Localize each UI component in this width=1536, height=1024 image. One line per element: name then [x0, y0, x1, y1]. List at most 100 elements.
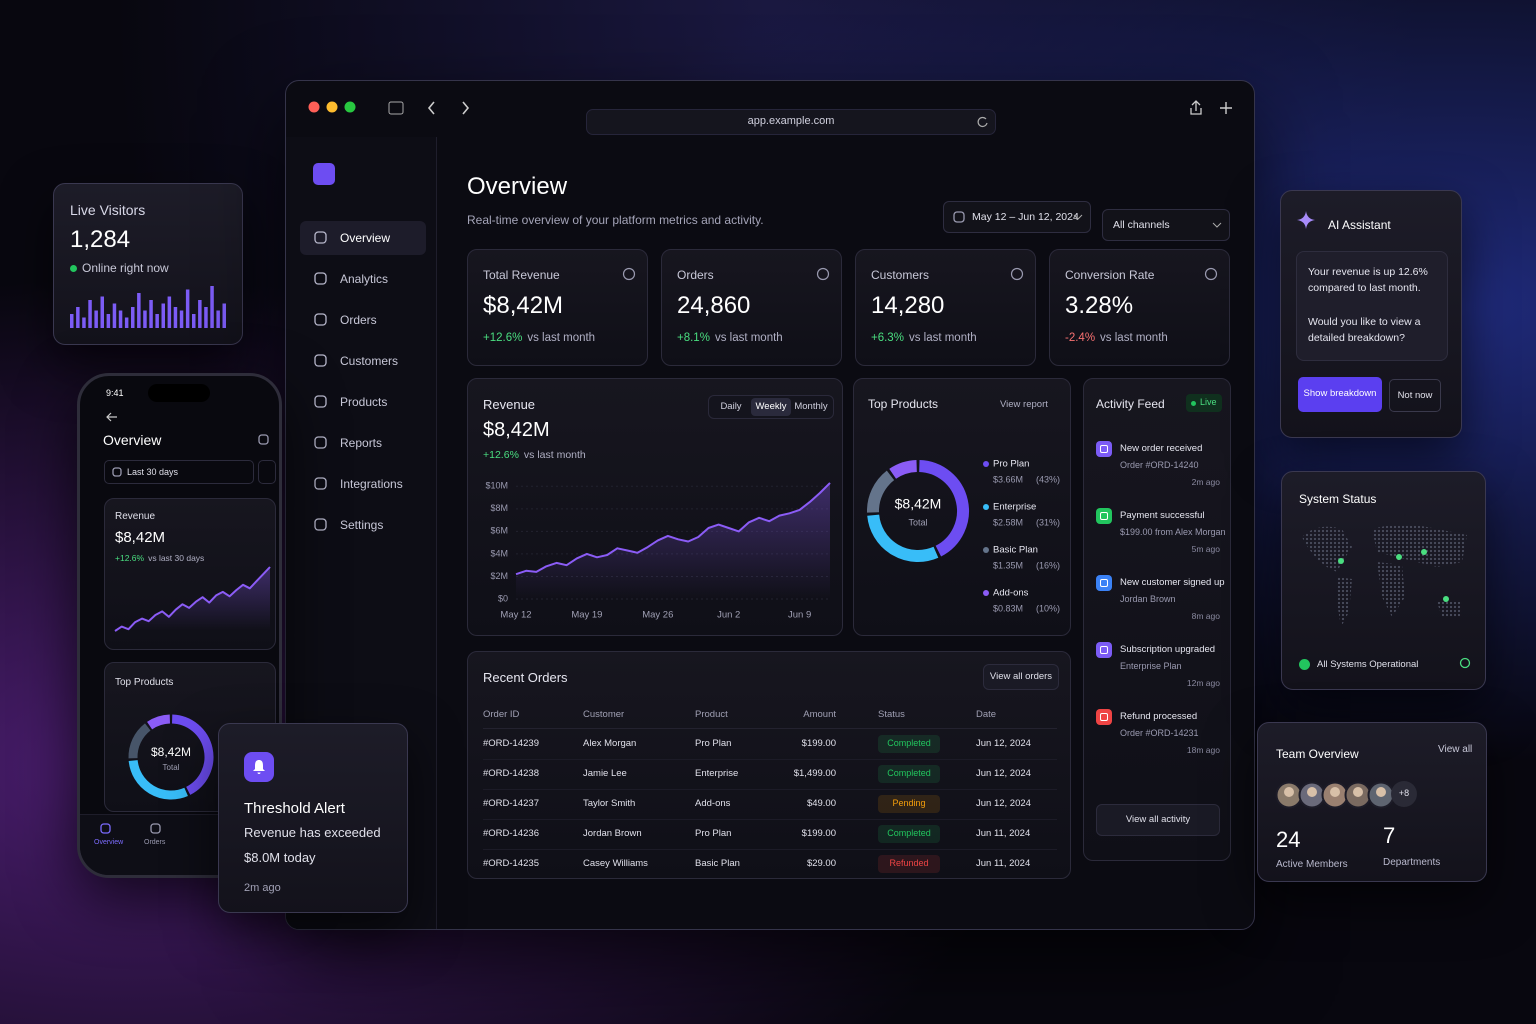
address-bar[interactable]: app.example.com: [586, 109, 996, 135]
bell: [253, 760, 265, 774]
kpi-change-row: +12.6% vs last month: [483, 332, 595, 344]
activity-icon: [1096, 642, 1112, 658]
kpi-change-row: -2.4% vs last month: [1065, 332, 1168, 344]
legend-dot: [983, 461, 989, 467]
legend-label: Pro Plan: [993, 459, 1029, 470]
ai-assistant: AI Assistant Your revenue is up 12.6% com…: [1280, 190, 1462, 438]
nav-item[interactable]: Customers: [300, 344, 426, 378]
donut-segment: [918, 460, 969, 557]
period-tab[interactable]: Weekly: [751, 398, 791, 416]
bar: [100, 296, 104, 328]
icon: [314, 231, 327, 244]
icon-shape: [1010, 267, 1024, 281]
donut-segment: [889, 460, 918, 479]
avatars: [1275, 781, 1395, 809]
tab-label[interactable]: Overview: [94, 839, 124, 846]
nav-item[interactable]: Orders: [300, 303, 426, 337]
status-badge: Pending: [878, 795, 940, 813]
bar: [70, 314, 74, 328]
view-orders-button[interactable]: View all orders: [983, 664, 1059, 690]
table-cell: Casey Williams: [583, 858, 648, 869]
date-picker[interactable]: May 12 – Jun 12, 2024: [943, 201, 1091, 233]
icon: [112, 467, 122, 477]
secondary-button[interactable]: Not now: [1389, 379, 1441, 412]
table-cell: $49.00: [806, 798, 836, 809]
message-bubble: Your revenue is up 12.6% compared to las…: [1296, 251, 1448, 361]
logo: [313, 163, 335, 185]
period-tab[interactable]: Monthly: [794, 401, 828, 412]
avatar-face: [1284, 787, 1294, 797]
channel-select[interactable]: All channels: [1102, 209, 1230, 241]
donut-segment: [128, 759, 188, 800]
nav-item[interactable]: Integrations: [300, 467, 426, 501]
kpi-change: -2.4%: [1065, 332, 1096, 344]
status-dot: [70, 265, 77, 272]
table-cell: Taylor Smith: [583, 798, 636, 809]
icon: [953, 211, 965, 223]
activity-time: 2m ago: [1191, 477, 1220, 487]
more-avatars: +8: [1391, 781, 1417, 807]
avatar-face: [1376, 787, 1386, 797]
kpi-icon: [1010, 267, 1024, 281]
nav-label: Orders: [340, 313, 377, 327]
bar: [88, 300, 92, 328]
icon-shape: [314, 477, 327, 490]
revenue-plot: $0 $2M $4M $6M $8M $10M May 12 May 19 May 26 Jun …: [485, 481, 831, 621]
activity-time: 18m ago: [1186, 745, 1220, 755]
window-control: [326, 101, 338, 113]
threshold-alert: Threshold Alert Revenue has exceeded $8.0M…: [218, 723, 408, 913]
continent: [1302, 526, 1352, 572]
icon-glyph: [1100, 445, 1108, 453]
donut-center-label: Total: [163, 763, 180, 772]
nav-label: Analytics: [340, 272, 389, 286]
bar: [112, 303, 117, 328]
card-title: Activity Feed: [1096, 397, 1165, 411]
server-marker: [1421, 549, 1427, 555]
nav-item[interactable]: Overview: [300, 221, 426, 255]
bar: [161, 303, 165, 328]
view-report-link[interactable]: View report: [1000, 399, 1048, 410]
donut-segment: [147, 714, 171, 730]
icon-glyph: [1100, 713, 1108, 721]
change-note: vs last 30 days: [148, 553, 205, 563]
icon: [314, 313, 327, 326]
activity-title: Subscription upgraded: [1120, 644, 1216, 655]
table-cell: Jun 12, 2024: [976, 738, 1031, 749]
chevron-shape: [1212, 222, 1222, 228]
nav-item[interactable]: Analytics: [300, 262, 426, 296]
line: [114, 566, 271, 632]
icon-shape: [100, 823, 111, 834]
divider: [483, 819, 1057, 820]
activity-icon: [1096, 709, 1112, 725]
date-range: May 12 – Jun 12, 2024: [972, 211, 1079, 223]
nav-item[interactable]: Products: [300, 385, 426, 419]
bar: [179, 310, 184, 328]
period-tab[interactable]: Daily: [720, 401, 742, 412]
y-tick-label: $0: [498, 593, 508, 603]
range-toggle[interactable]: [258, 460, 276, 484]
continent: [1372, 524, 1467, 567]
activity-title: Payment successful: [1120, 510, 1205, 521]
table-cell: Basic Plan: [695, 858, 740, 869]
arrow: [106, 412, 117, 422]
primary-button[interactable]: Show breakdown: [1298, 377, 1382, 412]
sidebar-toggle: [388, 101, 404, 115]
range-select[interactable]: Last 30 days: [104, 460, 254, 484]
y-tick-label: $6M: [490, 526, 508, 536]
view-all-link[interactable]: View all: [1438, 744, 1473, 755]
window-control: [344, 101, 356, 113]
kpi-value: $8,42M: [483, 292, 564, 319]
kpi-value: 24,860: [677, 292, 751, 319]
legend-amount: $0.83M: [993, 603, 1023, 613]
tab-label[interactable]: Orders: [144, 839, 166, 846]
status-badge: Completed: [878, 825, 940, 843]
reload: [977, 116, 988, 127]
message-text: Would you like to view a detailed breakd…: [1308, 316, 1421, 344]
column-header: Date: [976, 709, 997, 720]
nav-item[interactable]: Reports: [300, 426, 426, 460]
browser-window: app.example.com Overview Analytics Orders Cu…: [285, 80, 1255, 930]
card-title: Recent Orders: [483, 670, 568, 685]
view-activity-button[interactable]: View all activity: [1096, 804, 1220, 836]
nav-item[interactable]: Settings: [300, 508, 426, 542]
bar: [185, 289, 190, 328]
